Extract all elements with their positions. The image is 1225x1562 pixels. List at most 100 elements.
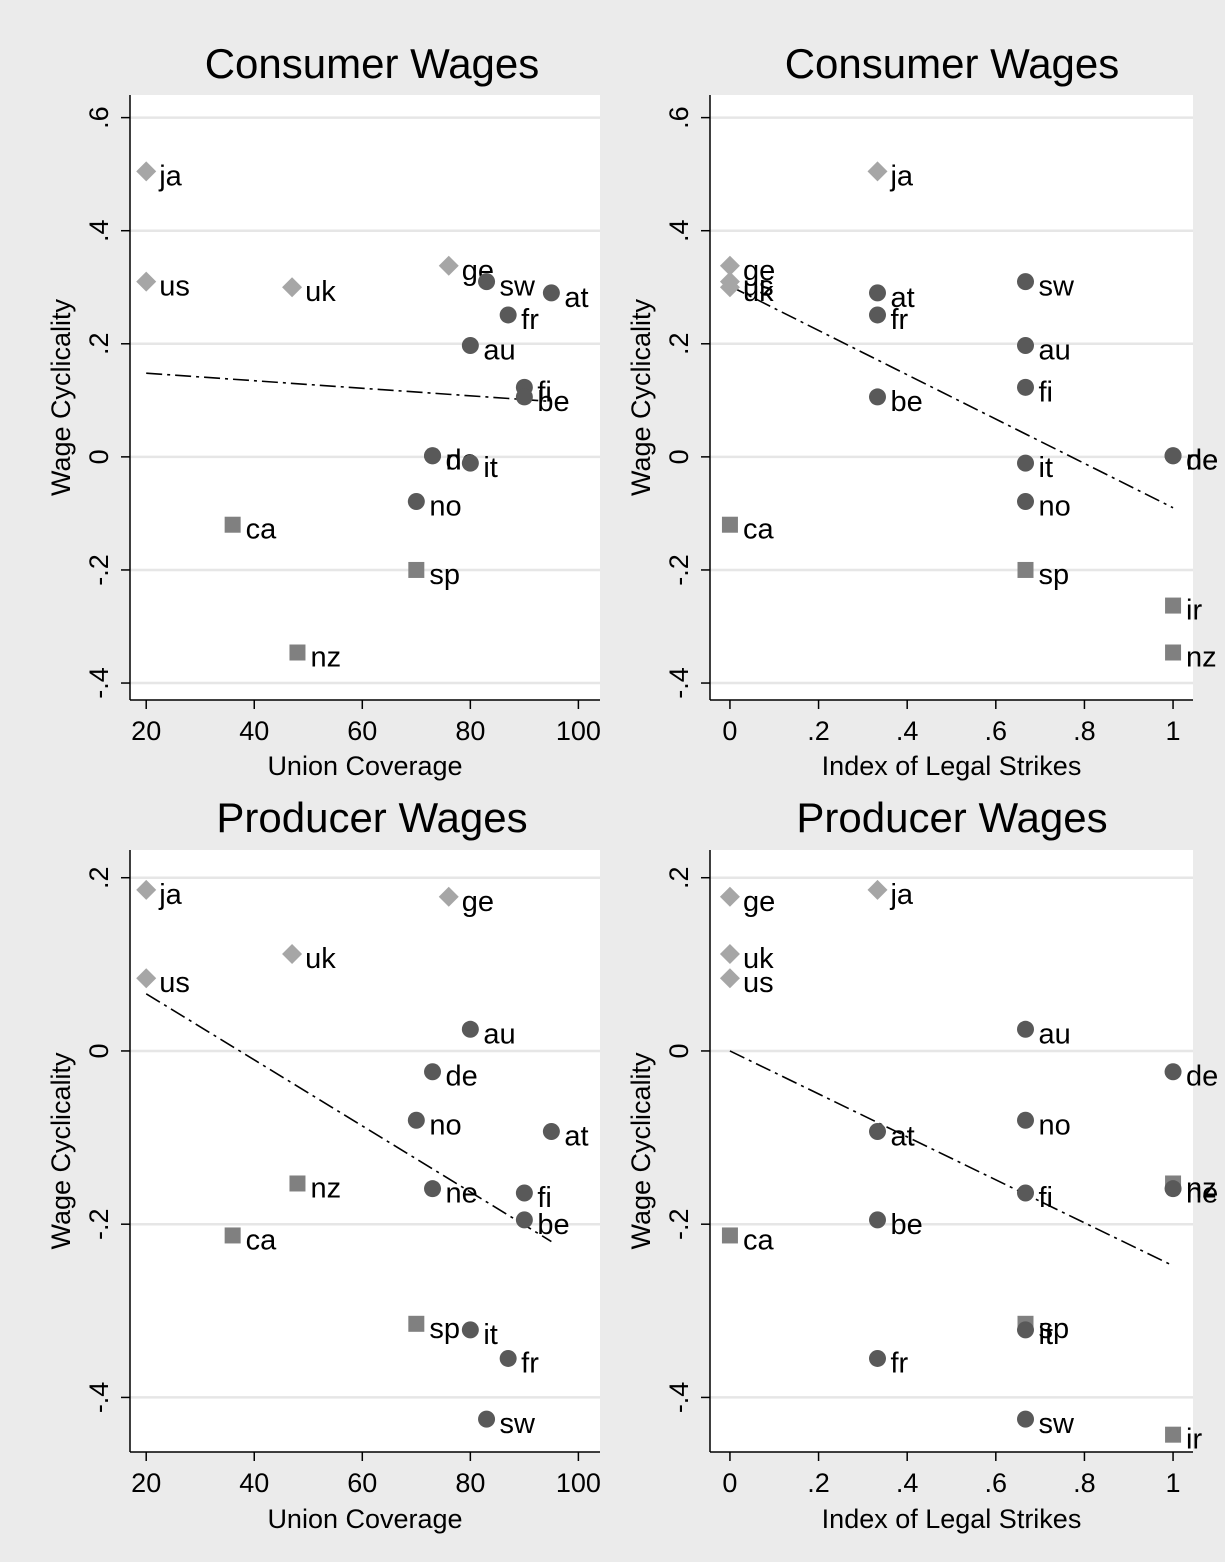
x-tick-label: 40	[239, 1468, 269, 1498]
point-marker-it	[1017, 1321, 1035, 1339]
point-marker-ne	[1164, 1180, 1182, 1198]
point-label-us: us	[743, 967, 774, 999]
x-tick-label: 60	[347, 716, 377, 746]
point-marker-de	[424, 1063, 442, 1081]
point-marker-ir	[1165, 1426, 1182, 1443]
x-tick-label: .4	[896, 1468, 919, 1498]
fit-line	[729, 1050, 1174, 1267]
point-marker-no	[407, 493, 425, 511]
y-axis-title: Wage Cyclicality	[46, 298, 76, 496]
point-marker-fr	[499, 1349, 517, 1367]
point-label-at: at	[890, 282, 914, 314]
point-label-ja: ja	[889, 879, 913, 911]
point-label-fi: fi	[1039, 376, 1054, 408]
point-marker-ge	[438, 886, 459, 907]
point-label-sw: sw	[1039, 271, 1076, 303]
y-tick-label: .2	[664, 333, 694, 356]
point-marker-be	[868, 1211, 886, 1229]
y-tick-label: -.4	[664, 1382, 694, 1414]
point-label-be: be	[890, 386, 922, 418]
point-marker-sw	[1017, 273, 1035, 291]
point-label-nz: nz	[310, 642, 341, 674]
chart-title: Producer Wages	[796, 794, 1107, 841]
point-label-ne: ne	[1186, 445, 1218, 477]
point-label-fr: fr	[890, 304, 908, 336]
point-marker-uk	[282, 943, 303, 964]
panel-producer-wages-legal-strikes: Producer Wages -.4 -.2 0 .2 0 .2 .4 .6 .8 1 Index o…	[626, 794, 1218, 1534]
y-axis-title: Wage Cyclicality	[626, 1052, 656, 1250]
point-marker-us	[136, 271, 157, 292]
point-label-it: it	[1039, 1319, 1054, 1351]
x-axis-title: Index of Legal Strikes	[822, 1504, 1082, 1534]
point-label-us: us	[743, 271, 774, 303]
point-label-no: no	[1039, 491, 1071, 523]
y-tick-label: 0	[664, 1043, 694, 1058]
point-label-fi: fi	[537, 1182, 552, 1214]
point-label-nz: nz	[1186, 642, 1217, 674]
point-label-sw: sw	[500, 1408, 537, 1440]
point-marker-ge	[438, 255, 459, 276]
x-tick-label: .8	[1073, 716, 1096, 746]
panel-consumer-wages-legal-strikes: Consumer Wages -.4 -.2 0 .2 .4 .6 0 .2 .4 .6 .8 1 Ind…	[626, 40, 1218, 781]
plot-area	[130, 850, 600, 1452]
point-marker-uk	[282, 277, 303, 298]
y-tick-label: -.2	[84, 1208, 114, 1240]
y-tick-label: 0	[664, 449, 694, 464]
point-marker-nz	[289, 1175, 306, 1192]
point-label-no: no	[1039, 1109, 1071, 1141]
point-label-ir: ir	[1186, 595, 1202, 627]
point-label-be: be	[537, 386, 569, 418]
point-marker-ne	[1164, 447, 1182, 465]
point-label-at: at	[890, 1121, 914, 1153]
point-label-au: au	[1039, 1018, 1071, 1050]
x-axis-title: Union Coverage	[267, 1504, 462, 1534]
point-marker-ja	[867, 161, 888, 182]
point-label-nz: nz	[310, 1172, 341, 1204]
point-marker-ge	[719, 255, 740, 276]
point-marker-au	[461, 1020, 479, 1038]
point-marker-be	[868, 388, 886, 406]
y-tick-label: .2	[664, 866, 694, 889]
x-tick-label: .8	[1073, 1468, 1096, 1498]
x-tick-label: 80	[455, 1468, 485, 1498]
y-tick-label: -.4	[84, 1382, 114, 1414]
point-label-nz: nz	[1186, 1172, 1217, 1204]
point-marker-nz	[1165, 644, 1182, 661]
point-label-it: it	[483, 1319, 498, 1351]
x-tick-label: .6	[985, 716, 1008, 746]
point-marker-be	[515, 388, 533, 406]
point-label-ja: ja	[158, 160, 182, 192]
x-tick-label: 80	[455, 716, 485, 746]
point-label-us: us	[159, 271, 190, 303]
point-label-sp: sp	[429, 559, 460, 591]
point-label-fi: fi	[1039, 1182, 1054, 1214]
point-label-de: de	[1186, 1061, 1218, 1093]
y-tick-label: -.4	[84, 667, 114, 699]
x-tick-label: 0	[722, 1468, 737, 1498]
point-label-ir: ir	[1186, 1424, 1202, 1456]
point-label-us: us	[159, 967, 190, 999]
y-tick-label: .2	[84, 866, 114, 889]
point-marker-be	[515, 1211, 533, 1229]
point-marker-no	[1017, 493, 1035, 511]
point-marker-sw	[478, 273, 496, 291]
point-marker-ge	[719, 886, 740, 907]
point-label-be: be	[537, 1209, 569, 1241]
y-tick-label: -.2	[84, 554, 114, 586]
point-label-uk: uk	[743, 943, 774, 975]
x-tick-label: 1	[1166, 1468, 1181, 1498]
panel-producer-wages-union-coverage: Producer Wages -.4 -.2 0 .2 20 40 60 80 100 Union …	[46, 794, 601, 1534]
point-label-ge: ge	[462, 886, 494, 918]
point-label-at: at	[564, 282, 588, 314]
point-marker-uk	[719, 943, 740, 964]
point-label-ja: ja	[158, 879, 182, 911]
x-tick-label: 20	[131, 716, 161, 746]
point-marker-fi	[515, 1184, 533, 1202]
point-marker-ne	[424, 1180, 442, 1198]
point-label-uk: uk	[305, 943, 336, 975]
x-tick-label: .2	[807, 1468, 830, 1498]
point-label-de: de	[446, 1061, 478, 1093]
x-tick-label: .4	[896, 716, 919, 746]
point-label-sw: sw	[1039, 1408, 1076, 1440]
